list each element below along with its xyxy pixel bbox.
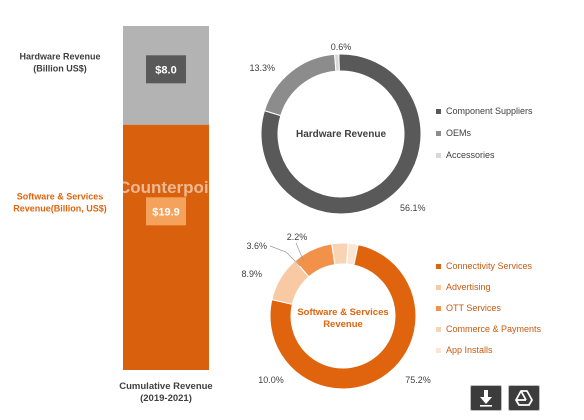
software-slice-labels: 75.2% 10.0% 8.9% 3.6% 2.2%: [241, 232, 430, 385]
download-icon: [480, 390, 492, 407]
hardware-slice-2: [263, 53, 337, 117]
save-to-drive-button[interactable]: [508, 385, 540, 411]
value-box-software: [146, 197, 186, 226]
software-slice-1: [269, 244, 417, 390]
hardware-slice-label-3: 0.6%: [331, 42, 352, 52]
hardware-legend-label-1: Component Suppliers: [446, 106, 533, 116]
software-legend-swatch-1: [436, 264, 441, 269]
hardware-slice-label-1: 56.1%: [400, 203, 426, 213]
software-slice-label-2: 10.0%: [258, 375, 284, 385]
software-slice-label-4: 3.6%: [246, 241, 267, 251]
hardware-slice-label-2: 13.3%: [249, 63, 275, 73]
stacked-bar-chart: $19.9 Software & Services Revenue(Billion,…: [13, 26, 213, 404]
software-slice-label-1: 75.2%: [405, 375, 431, 385]
value-box-hardware: [146, 55, 186, 84]
hardware-slice-3: [334, 53, 340, 72]
series-label-software-1: Software & Services: [17, 191, 104, 201]
series-label-software-2: Revenue(Billion, US$): [13, 203, 107, 213]
software-legend-label-4: Commerce & Payments: [446, 324, 542, 334]
download-button[interactable]: [470, 385, 502, 411]
software-slice-5: [346, 242, 359, 266]
hardware-legend-swatch-2: [436, 131, 441, 136]
hardware-legend-swatch-1: [436, 109, 441, 114]
software-donut-title-line-1: Software & Services: [297, 307, 388, 318]
leader-line-app-installs: [295, 242, 305, 263]
software-legend-swatch-5: [436, 348, 441, 353]
software-revenue-donut: [269, 242, 417, 390]
counterpoint-watermark: Counterpoint: [93, 178, 225, 197]
software-legend-swatch-4: [436, 327, 441, 332]
value-label-hardware: $8.0: [155, 64, 176, 76]
value-label-software: $19.9: [152, 206, 180, 218]
category-label-2: (2019-2021): [140, 393, 192, 404]
hardware-revenue-donut: [260, 53, 422, 215]
bar-segment-software: [123, 124, 209, 370]
software-legend-swatch-2: [436, 285, 441, 290]
category-label-1: Cumulative Revenue: [119, 381, 212, 392]
software-legend-label-3: OTT Services: [446, 303, 501, 313]
hardware-slice-labels: 56.1% 13.3% 0.6%: [249, 42, 425, 213]
software-legend-label-2: Advertising: [446, 282, 491, 292]
software-slice-label-3: 8.9%: [241, 269, 262, 279]
software-slice-label-5: 2.2%: [287, 232, 308, 242]
hardware-legend-label-3: Accessories: [446, 150, 495, 160]
watermark-text: Counterpoint: [118, 178, 225, 197]
leader-line-commerce: [269, 245, 301, 267]
hardware-legend: Component Suppliers OEMs Accessories: [436, 106, 533, 160]
counterpoint-logo-icon: [93, 178, 111, 196]
series-label-hardware-2: (Billion US$): [33, 63, 87, 73]
software-legend-swatch-3: [436, 306, 441, 311]
software-slice-4: [331, 242, 349, 266]
software-legend-label-5: App Installs: [446, 345, 493, 355]
hardware-legend-swatch-3: [436, 153, 441, 158]
software-legend-label-1: Connectivity Services: [446, 261, 533, 271]
software-legend: Connectivity Services Advertising OTT Serv…: [436, 261, 542, 355]
hardware-slice-1: [260, 53, 422, 215]
software-donut-title-line-2: Revenue: [323, 319, 363, 330]
hardware-legend-label-2: OEMs: [446, 128, 472, 138]
series-label-hardware-1: Hardware Revenue: [19, 51, 100, 61]
hardware-donut-title: Hardware Revenue: [296, 129, 386, 140]
google-drive-icon: [515, 390, 533, 406]
